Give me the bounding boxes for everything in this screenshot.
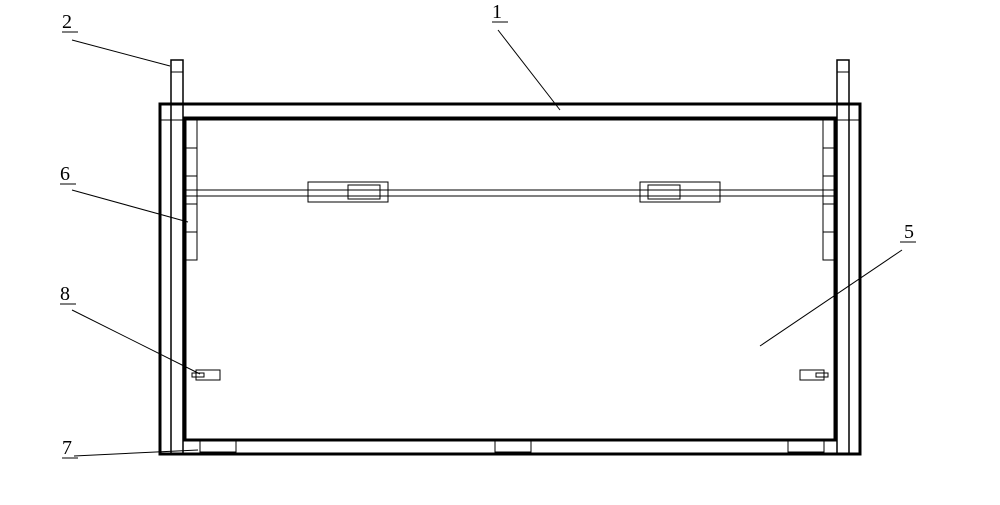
base-tab-2 (495, 440, 531, 452)
left-post (171, 60, 183, 454)
right-bottom-bracket (800, 370, 824, 380)
label-7: 7 (62, 437, 72, 459)
right-post (837, 60, 849, 454)
leader-1 (498, 30, 560, 110)
base-tab-1 (200, 440, 236, 452)
left-post-cap (171, 60, 183, 72)
left-bottom-bracket-tab (192, 373, 204, 377)
leader-5 (760, 250, 902, 346)
label-2: 2 (62, 11, 72, 33)
label-6: 6 (60, 163, 70, 185)
right-post-cap (837, 60, 849, 72)
inner-shell (185, 118, 835, 440)
left-slider-inner (348, 185, 380, 199)
label-1: 1 (492, 1, 502, 23)
leader-2 (72, 40, 170, 66)
right-bottom-bracket-tab (816, 373, 828, 377)
outer-shell (160, 104, 860, 454)
leader-8 (72, 310, 200, 374)
base-tab-3 (788, 440, 824, 452)
label-8: 8 (60, 283, 70, 305)
left-bottom-bracket (196, 370, 220, 380)
label-5: 5 (904, 221, 914, 243)
right-slider-inner (648, 185, 680, 199)
